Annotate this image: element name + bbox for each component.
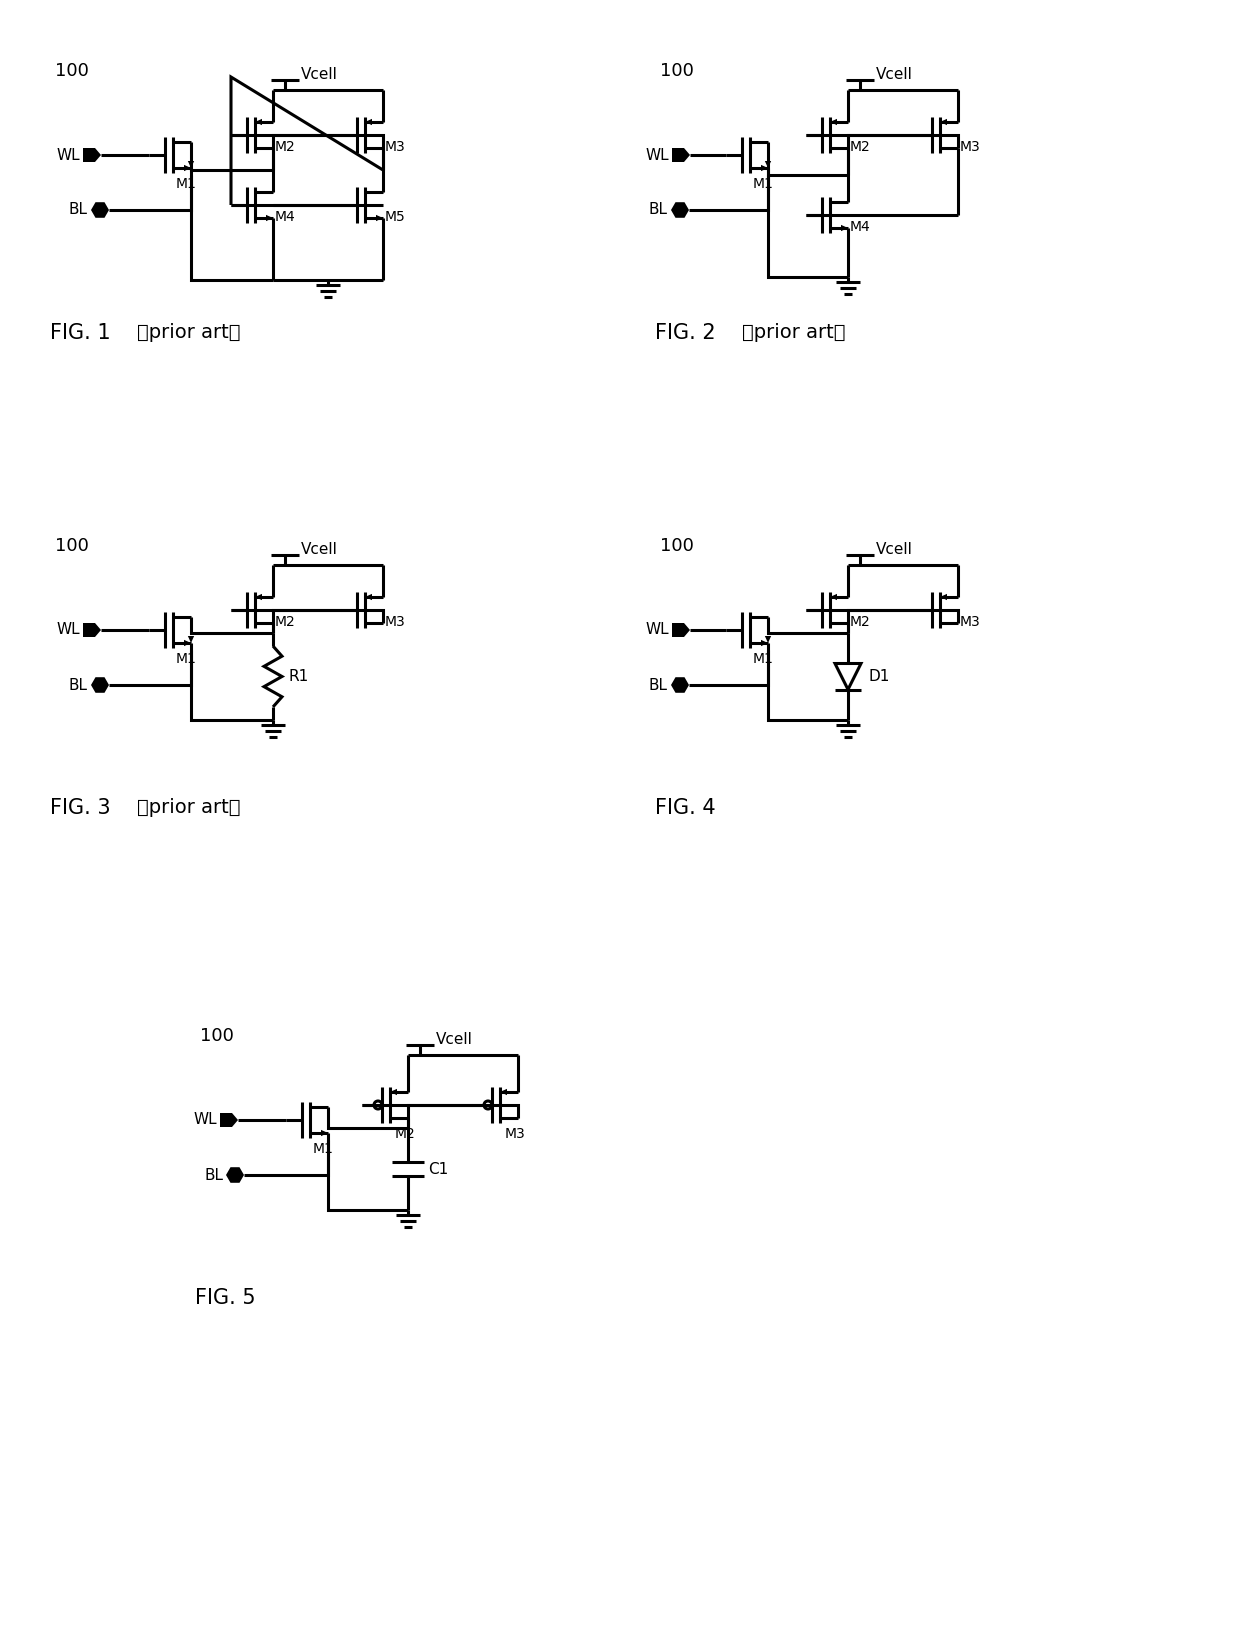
Text: M2: M2: [275, 140, 296, 153]
Text: WL: WL: [193, 1112, 217, 1127]
Text: BL: BL: [69, 678, 88, 693]
Text: M4: M4: [275, 210, 296, 224]
Text: D1: D1: [868, 668, 889, 685]
Polygon shape: [830, 119, 837, 125]
Polygon shape: [91, 203, 109, 218]
Polygon shape: [184, 640, 191, 647]
Polygon shape: [226, 1167, 244, 1183]
Polygon shape: [765, 635, 771, 644]
Text: Vcell: Vcell: [875, 68, 913, 82]
Polygon shape: [184, 165, 191, 172]
Text: M3: M3: [505, 1127, 526, 1142]
Polygon shape: [365, 594, 372, 601]
Polygon shape: [187, 635, 195, 644]
Polygon shape: [672, 624, 689, 637]
Text: 100: 100: [55, 536, 89, 554]
Text: FIG. 4: FIG. 4: [655, 799, 715, 818]
Polygon shape: [830, 594, 837, 601]
Text: Vcell: Vcell: [301, 541, 337, 558]
Text: FIG. 2: FIG. 2: [655, 323, 715, 343]
Polygon shape: [187, 162, 195, 168]
Polygon shape: [255, 119, 262, 125]
Text: M1: M1: [753, 652, 774, 667]
Text: M5: M5: [384, 210, 405, 224]
Polygon shape: [365, 119, 372, 125]
Polygon shape: [835, 663, 861, 690]
Polygon shape: [391, 1089, 397, 1096]
Text: C1: C1: [428, 1162, 448, 1176]
Polygon shape: [267, 214, 273, 221]
Text: FIG. 1: FIG. 1: [50, 323, 110, 343]
Text: M1: M1: [753, 177, 774, 191]
Polygon shape: [761, 165, 768, 172]
Text: BL: BL: [69, 203, 88, 218]
Text: Vcell: Vcell: [301, 68, 337, 82]
Text: R1: R1: [288, 668, 309, 685]
Polygon shape: [219, 1114, 238, 1127]
Polygon shape: [376, 214, 383, 221]
Polygon shape: [83, 624, 100, 637]
Text: M2: M2: [275, 615, 296, 629]
Text: Vcell: Vcell: [875, 541, 913, 558]
Text: 100: 100: [660, 536, 694, 554]
Polygon shape: [940, 594, 947, 601]
Text: 100: 100: [200, 1026, 234, 1044]
Text: M3: M3: [960, 615, 981, 629]
Polygon shape: [83, 148, 100, 162]
Text: BL: BL: [649, 203, 668, 218]
Polygon shape: [841, 224, 848, 231]
Text: FIG. 5: FIG. 5: [195, 1289, 255, 1308]
Text: 100: 100: [55, 63, 89, 79]
Polygon shape: [91, 676, 109, 693]
Text: BL: BL: [205, 1168, 223, 1183]
Text: M2: M2: [849, 615, 870, 629]
Text: （prior art）: （prior art）: [742, 323, 846, 342]
Text: FIG. 3: FIG. 3: [50, 799, 110, 818]
Text: M2: M2: [849, 140, 870, 153]
Text: M2: M2: [396, 1127, 415, 1142]
Text: WL: WL: [645, 622, 670, 637]
Polygon shape: [672, 148, 689, 162]
Text: M4: M4: [849, 219, 870, 234]
Text: M3: M3: [384, 140, 405, 153]
Text: M3: M3: [960, 140, 981, 153]
Polygon shape: [761, 640, 768, 647]
Text: WL: WL: [645, 147, 670, 162]
Text: （prior art）: （prior art）: [136, 799, 241, 817]
Text: M1: M1: [312, 1142, 334, 1157]
Polygon shape: [255, 594, 262, 601]
Polygon shape: [671, 676, 689, 693]
Text: Vcell: Vcell: [436, 1031, 472, 1048]
Text: WL: WL: [56, 147, 81, 162]
Polygon shape: [940, 119, 947, 125]
Polygon shape: [321, 1130, 329, 1137]
Polygon shape: [765, 162, 771, 168]
Text: 100: 100: [660, 63, 694, 79]
Polygon shape: [671, 203, 689, 218]
Text: BL: BL: [649, 678, 668, 693]
Polygon shape: [500, 1089, 507, 1096]
Text: M1: M1: [176, 652, 197, 667]
Text: （prior art）: （prior art）: [136, 323, 241, 342]
Text: M3: M3: [384, 615, 405, 629]
Text: WL: WL: [56, 622, 81, 637]
Text: M1: M1: [176, 177, 197, 191]
